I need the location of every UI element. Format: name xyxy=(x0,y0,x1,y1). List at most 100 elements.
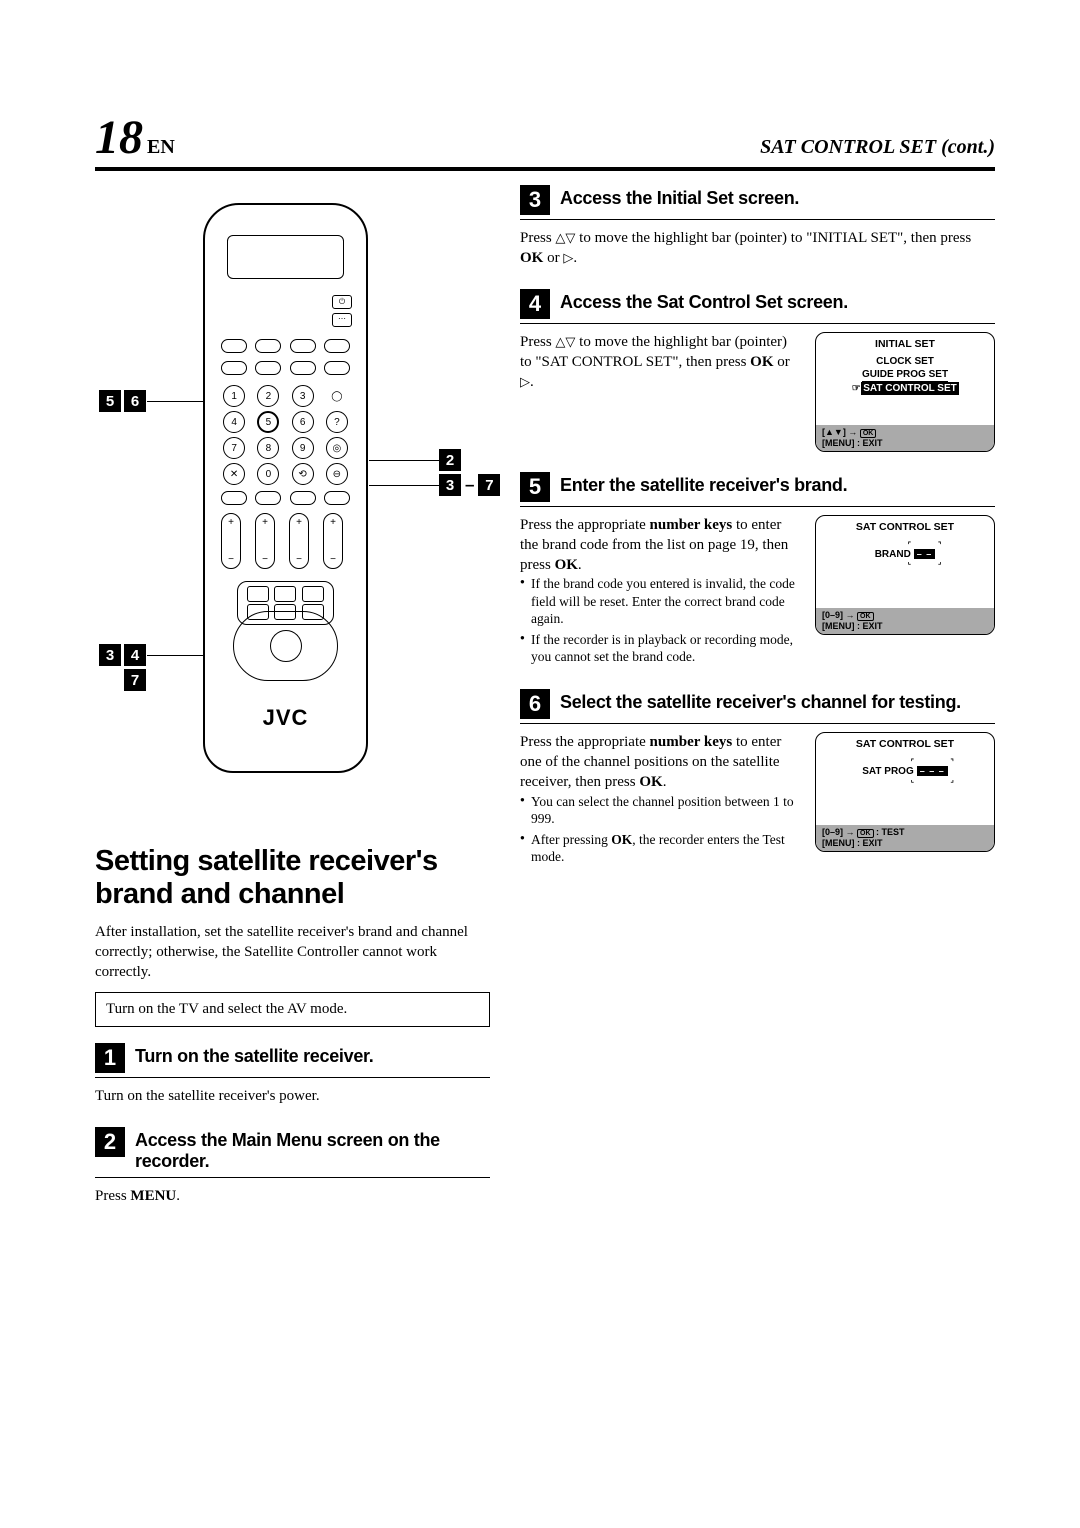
callout-number: 7 xyxy=(124,669,146,691)
text: Press the appropriate xyxy=(520,734,650,750)
step-head: 2 Access the Main Menu screen on the rec… xyxy=(95,1127,490,1178)
remote-logo: JVC xyxy=(205,705,366,731)
bold-text: OK xyxy=(639,774,662,790)
osd-item-label: SAT CONTROL SET xyxy=(861,382,959,395)
remote-key-8: 8 xyxy=(257,437,279,459)
remote-display xyxy=(227,235,344,279)
text: : TEST xyxy=(874,827,905,837)
osd-title: INITIAL SET xyxy=(816,333,994,353)
osd-body: BRAND ⌜ ⌝ – – ⌞ ⌟ xyxy=(816,536,994,608)
remote-button xyxy=(324,491,350,505)
remote-button: ◯ xyxy=(326,385,348,407)
callout-number: 3 xyxy=(439,474,461,496)
step-body: Press MENU. xyxy=(95,1186,490,1206)
osd-dashes: – – xyxy=(914,549,936,559)
step-body: Turn on the satellite receiver's power. xyxy=(95,1086,490,1106)
remote-cancel-icon: ✕ xyxy=(223,463,245,485)
text: . xyxy=(663,774,667,790)
remote-key-2: 2 xyxy=(257,385,279,407)
step-4: 4 Access the Sat Control Set screen. Pre… xyxy=(520,289,995,452)
step-body-flex: Press the appropriate number keys to ent… xyxy=(520,515,995,669)
triangle-right-icon: ▷ xyxy=(563,250,573,265)
callout-number: 5 xyxy=(99,390,121,412)
corner-icon: ⌟ xyxy=(950,776,953,785)
osd-foot-line: [MENU] : EXIT xyxy=(822,621,883,631)
step-number: 2 xyxy=(95,1127,125,1157)
remote-dpad xyxy=(233,611,338,681)
main-heading: Setting satellite receiver's brand and c… xyxy=(95,845,490,912)
bullet-item: You can select the channel position betw… xyxy=(520,793,801,828)
remote-button xyxy=(221,339,247,353)
remote-key-4: 4 xyxy=(223,411,245,433)
remote-button: ? xyxy=(326,411,348,433)
text: Press xyxy=(520,334,555,350)
step-1: 1 Turn on the satellite receiver. Turn o… xyxy=(95,1043,490,1106)
remote-key-3: 3 xyxy=(292,385,314,407)
osd-title: SAT CONTROL SET xyxy=(816,733,994,753)
text: [0–9] → xyxy=(822,827,857,837)
remote-button: ⋯ xyxy=(332,313,352,327)
osd-body: SAT PROG ⌜ ⌝ – – – ⌞ ⌟ xyxy=(816,753,994,825)
osd-initial-set: INITIAL SET CLOCK SET GUIDE PROG SET ☞SA… xyxy=(815,332,995,452)
remote-numpad-row: 7 8 9 ◎ xyxy=(217,437,354,459)
callout-separator: – xyxy=(465,475,474,495)
text: [▲▼] → xyxy=(822,427,860,437)
osd-body: CLOCK SET GUIDE PROG SET ☞SAT CONTROL SE… xyxy=(816,353,994,425)
triangle-right-icon: ▷ xyxy=(520,374,530,389)
pointer-icon: ☞ xyxy=(851,382,861,395)
osd-item-selected: ☞SAT CONTROL SET xyxy=(851,383,959,394)
bold-text: MENU xyxy=(130,1188,176,1204)
triangle-updown-icon: △▽ xyxy=(555,230,575,245)
remote-transport-row xyxy=(244,586,327,602)
callout-3-7: 3 – 7 xyxy=(439,474,500,496)
osd-field-box: ⌜ ⌝ – – – ⌞ ⌟ xyxy=(917,765,948,778)
osd-footer: [0–9] → OK : TEST [MENU] : EXIT xyxy=(816,825,994,851)
bold-text: OK xyxy=(611,832,632,847)
callout-number: 3 xyxy=(99,644,121,666)
step-title: Access the Initial Set screen. xyxy=(560,185,799,210)
remote-button xyxy=(324,361,350,375)
callout-line xyxy=(369,460,439,461)
remote-row xyxy=(217,339,354,353)
step-6: 6 Select the satellite receiver's channe… xyxy=(520,689,995,869)
corner-icon: ⌞ xyxy=(911,776,914,785)
osd-label: BRAND xyxy=(875,548,911,561)
remote-key-1: 1 xyxy=(223,385,245,407)
corner-icon: ⌜ xyxy=(908,541,911,550)
bold-text: OK xyxy=(750,354,773,370)
remote-numpad-row: 1 2 3 ◯ xyxy=(217,385,354,407)
corner-icon: ⌜ xyxy=(911,758,914,767)
remote-button xyxy=(290,491,316,505)
callout-34: 3 4 xyxy=(99,644,146,666)
bullet-list: You can select the channel position betw… xyxy=(520,793,801,866)
intro-text: After installation, set the satellite re… xyxy=(95,922,490,983)
step-title: Select the satellite receiver's channel … xyxy=(560,689,961,714)
ok-icon: OK xyxy=(860,429,877,438)
callout-number: 2 xyxy=(439,449,461,471)
callout-7: 7 xyxy=(124,669,146,691)
page-number-value: 18 xyxy=(95,111,143,164)
remote-row xyxy=(217,361,354,375)
step-body-flex: Press the appropriate number keys to ent… xyxy=(520,732,995,869)
bold-text: OK xyxy=(555,557,578,573)
corner-icon: ⌝ xyxy=(950,758,953,767)
remote-key-6: 6 xyxy=(292,411,314,433)
step-number: 3 xyxy=(520,185,550,215)
text: . xyxy=(578,557,582,573)
osd-sat-control-brand: SAT CONTROL SET BRAND ⌜ ⌝ – – ⌞ ⌟ xyxy=(815,515,995,635)
text: or xyxy=(774,354,790,370)
remote-button xyxy=(221,361,247,375)
remote-button xyxy=(255,339,281,353)
osd-title: SAT CONTROL SET xyxy=(816,516,994,536)
osd-item: CLOCK SET xyxy=(826,355,984,368)
osd-sat-control-prog: SAT CONTROL SET SAT PROG ⌜ ⌝ – – – ⌞ ⌟ xyxy=(815,732,995,852)
step-body-text: Press △▽ to move the highlight bar (poin… xyxy=(520,332,801,452)
step-head: 1 Turn on the satellite receiver. xyxy=(95,1043,490,1078)
bold-text: number keys xyxy=(650,734,733,750)
bold-text: OK xyxy=(520,250,543,266)
step-number: 1 xyxy=(95,1043,125,1073)
bold-text: number keys xyxy=(650,517,733,533)
step-title: Turn on the satellite receiver. xyxy=(135,1043,373,1068)
corner-icon: ⌝ xyxy=(938,541,941,550)
remote-button xyxy=(255,361,281,375)
